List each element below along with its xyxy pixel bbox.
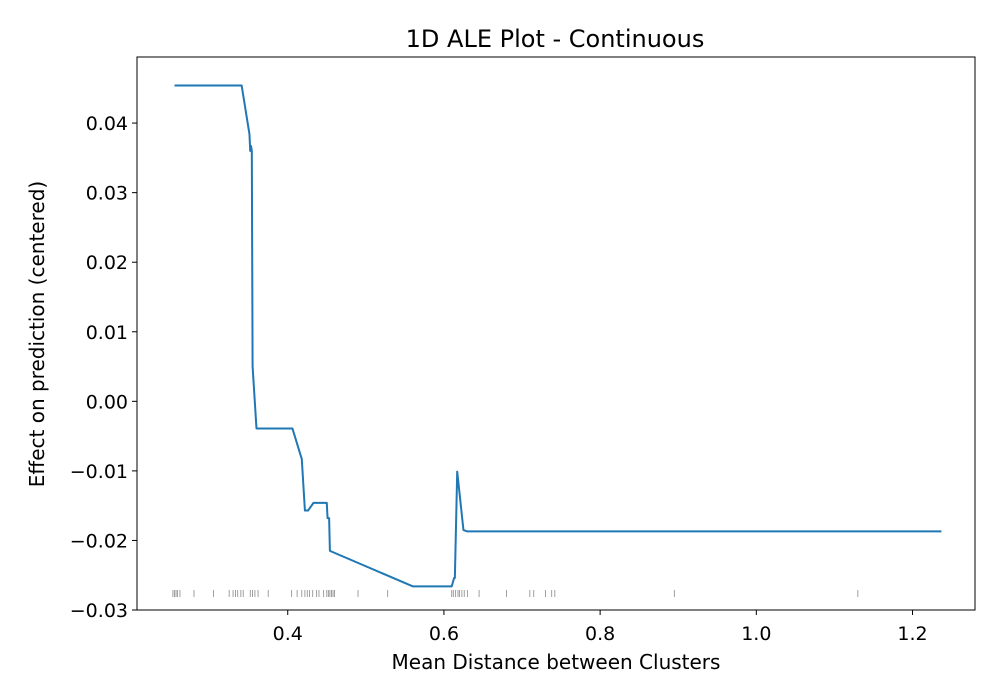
- x-axis-label: Mean Distance between Clusters: [392, 650, 721, 674]
- x-axis-ticks: 0.4 0.6 0.8 1.0 1.2: [273, 610, 928, 645]
- y-tick-label: 0.01: [86, 322, 128, 344]
- y-tick-label: −0.01: [70, 461, 128, 483]
- y-tick-label: −0.02: [70, 530, 128, 552]
- y-tick-label: 0.04: [86, 113, 128, 135]
- x-tick-label: 1.0: [741, 623, 771, 645]
- plot-frame: [136, 56, 976, 611]
- y-tick-label: −0.03: [70, 600, 128, 622]
- x-tick-label: 1.2: [897, 623, 927, 645]
- x-tick-label: 0.4: [273, 623, 303, 645]
- y-tick-label: 0.00: [86, 391, 128, 413]
- chart-title: 1D ALE Plot - Continuous: [406, 25, 705, 53]
- y-tick-label: 0.02: [86, 252, 128, 274]
- y-axis-ticks: 0.04 0.03 0.02 0.01 0.00 −0.01 −0.02 −0.03: [70, 113, 137, 622]
- series-lines: [174, 84, 942, 588]
- y-axis-label: Effect on prediction (centered): [25, 181, 49, 487]
- rug-marks: [172, 590, 859, 597]
- y-tick-label: 0.03: [86, 183, 128, 205]
- x-tick-label: 0.6: [429, 623, 459, 645]
- series-line-ale: [174, 84, 942, 588]
- x-tick-label: 0.8: [585, 623, 615, 645]
